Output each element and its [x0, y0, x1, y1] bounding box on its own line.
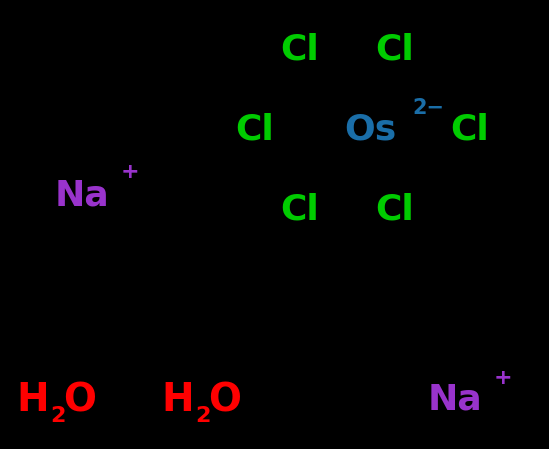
Text: +: + [494, 368, 512, 388]
Text: Cl: Cl [376, 193, 414, 227]
Text: Na: Na [54, 178, 109, 212]
Text: +: + [121, 162, 139, 182]
Text: 2: 2 [195, 406, 211, 426]
Text: O: O [209, 381, 242, 419]
Text: H: H [16, 381, 49, 419]
Text: Cl: Cl [281, 33, 320, 67]
Text: Cl: Cl [376, 33, 414, 67]
Text: Cl: Cl [236, 113, 274, 147]
Text: H: H [162, 381, 194, 419]
Text: Cl: Cl [451, 113, 489, 147]
Text: 2−: 2− [412, 98, 444, 118]
Text: 2: 2 [51, 406, 66, 426]
Text: Cl: Cl [281, 193, 320, 227]
Text: Na: Na [428, 383, 483, 417]
Text: Os: Os [344, 113, 396, 147]
Text: O: O [64, 381, 97, 419]
